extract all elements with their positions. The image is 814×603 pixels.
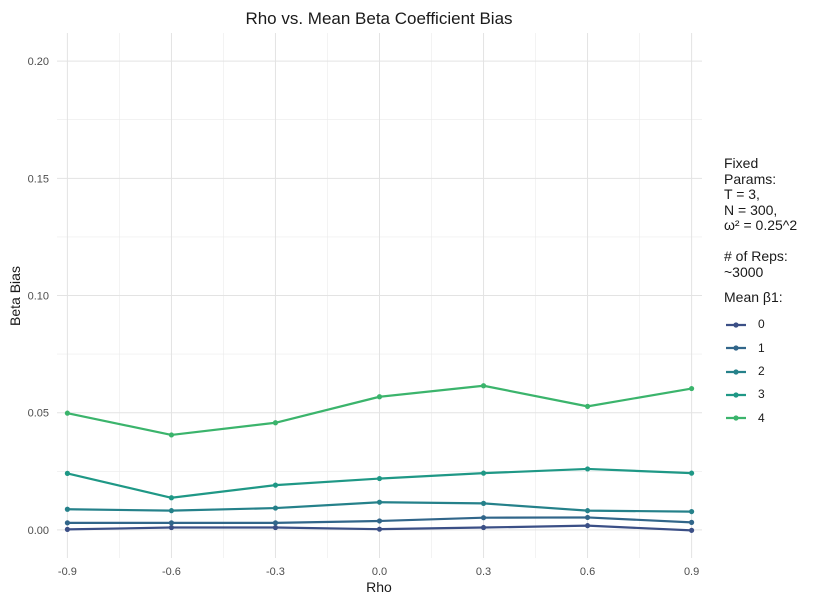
data-point [376,499,383,505]
data-point [168,520,175,526]
legend-caption: Fixed Params: T = 3, N = 300, ω² = 0.25^… [724,155,798,280]
data-point [480,383,487,389]
legend-item: 1 [724,337,812,360]
data-point [64,520,71,526]
data-point [272,420,279,426]
data-point [688,470,695,476]
legend-key [726,345,746,352]
data-point [64,526,71,533]
x-tick-label: -0.3 [266,566,285,578]
legend-label: 1 [758,340,765,355]
series-4 [64,383,695,438]
y-tick-label: 0.15 [28,173,49,185]
data-point [272,482,279,488]
data-point [480,470,487,476]
x-tick-label: 0.3 [476,566,491,578]
data-point [480,500,487,506]
data-point [688,527,695,533]
legend-item: 3 [724,383,812,406]
chart-title: Rho vs. Mean Beta Coefficient Bias [245,9,512,28]
data-point [168,495,175,501]
y-axis-label: Beta Bias [7,266,23,326]
data-point [584,403,591,409]
data-point [480,515,487,521]
data-point [376,526,383,532]
data-point [168,508,175,514]
data-point [168,524,175,531]
legend-label: 0 [758,317,765,332]
legend-key [726,392,746,398]
data-point [688,385,695,392]
series-1 [64,514,695,526]
y-tick-label: 0.00 [28,525,49,537]
legend-item: 0 [724,314,812,337]
legend-key [726,415,746,421]
x-axis-ticks: -0.9 -0.6 -0.3 0.0 0.3 0.6 0.9 [58,566,699,578]
legend-item: 4 [724,407,812,430]
legend-key [726,369,746,375]
legend-title: Mean β1: [724,289,783,305]
data-point [584,514,591,521]
series-2 [64,499,695,515]
x-axis-label: Rho [366,579,392,595]
data-point [376,518,383,524]
data-point [480,524,487,531]
data-point [64,470,71,476]
y-tick-label: 0.10 [28,291,49,303]
series-3 [64,466,695,501]
series-group [64,383,695,533]
grid-lines [57,33,702,558]
x-tick-label: 0.6 [580,566,595,578]
y-tick-label: 0.20 [28,56,49,68]
data-point [584,466,591,472]
x-tick-label: -0.6 [162,566,181,578]
series-0 [64,523,695,533]
legend-items: 0 1 2 3 4 [724,314,812,430]
data-point [688,508,695,515]
legend-label: 3 [758,387,765,402]
data-point [272,520,279,526]
data-point [688,519,695,525]
data-point [168,432,175,438]
x-tick-label: 0.9 [684,566,699,578]
data-point [272,505,279,511]
y-axis-ticks: 0.00 0.05 0.10 0.15 0.20 [28,56,49,537]
data-point [64,410,71,416]
legend-key [726,322,746,328]
y-tick-label: 0.05 [28,408,49,420]
legend-item: 2 [724,360,812,383]
data-point [64,506,71,512]
data-point [272,524,279,531]
legend-label: 2 [758,363,765,378]
x-tick-label: -0.9 [58,566,77,578]
data-point [376,394,383,400]
legend: Fixed Params: T = 3, N = 300, ω² = 0.25^… [724,155,812,430]
legend-label: 4 [758,410,765,425]
data-point [584,523,591,529]
data-point [584,508,591,514]
data-point [376,475,383,482]
x-tick-label: 0.0 [372,566,387,578]
